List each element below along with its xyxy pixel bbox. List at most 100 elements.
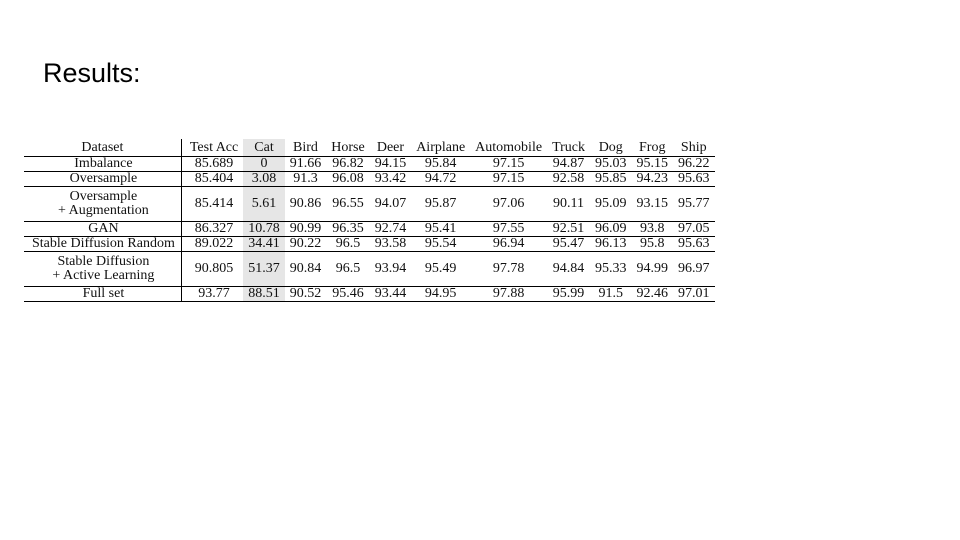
table-cell: 96.09 — [595, 221, 627, 236]
dataset-cell: Oversample — [24, 172, 181, 187]
table-cell: 96.55 — [332, 196, 364, 211]
table-cell: 97.06 — [492, 196, 525, 211]
table-cell: 95.03 — [595, 156, 627, 171]
dataset-label: Oversample — [69, 171, 138, 186]
table-cell: 95.63 — [678, 171, 710, 186]
table-cell: 97.15 — [492, 171, 525, 186]
table-body: Imbalance 85.689 0 91.66 96.82 94.15 95.84 97.1… — [24, 156, 715, 302]
table-cell: 95.41 — [424, 221, 457, 236]
dataset-cell: GAN — [24, 222, 181, 237]
table-cell: 96.35 — [332, 221, 364, 236]
table-cell: 92.51 — [552, 221, 585, 236]
dataset-label: Stable Diffusion Random — [32, 236, 175, 251]
table-cell: 96.08 — [332, 171, 364, 186]
table-cell: 90.86 — [289, 196, 322, 211]
table-cell: 95.77 — [678, 196, 710, 211]
table-cell: 85.414 — [180, 186, 244, 222]
column-header: Deer — [376, 140, 405, 155]
table-cell: 92.58 — [552, 171, 585, 186]
table-cell: 94.84 — [552, 261, 585, 276]
table-cell: 92.46 — [636, 286, 669, 301]
table-cell: 95.87 — [424, 196, 457, 211]
table-cell: 94.99 — [636, 261, 669, 276]
table-cell: 97.55 — [492, 221, 525, 236]
table-cell: 86.327 — [180, 221, 244, 237]
table-cell: 90.11 — [553, 196, 585, 211]
table-cell: 93.44 — [374, 286, 407, 301]
table-header-row: Dataset Test Acc Cat Bird Horse Deer Airplane A… — [24, 139, 715, 157]
table-cell: 10.78 — [243, 221, 285, 237]
table-cell: 95.85 — [595, 171, 627, 186]
table-row: Full set 93.77 88.51 90.52 95.46 93.44 94.95 97… — [24, 286, 715, 302]
table-cell: 95.33 — [595, 261, 627, 276]
table-cell: 96.97 — [678, 261, 710, 276]
table-cell: 91.3 — [293, 171, 318, 186]
table-cell: 97.88 — [492, 286, 525, 301]
dataset-cell: Full set — [24, 287, 181, 302]
dataset-cell: Imbalance — [24, 157, 181, 172]
table-cell: 93.15 — [636, 196, 669, 211]
column-header: Dog — [598, 140, 623, 155]
table-cell: 89.022 — [180, 236, 244, 252]
table-cell: 96.5 — [335, 236, 361, 251]
table-cell: 96.13 — [595, 236, 627, 251]
dataset-cell: Stable Diffusion Random — [24, 237, 181, 252]
column-header: Ship — [680, 140, 707, 155]
table-cell: 94.07 — [374, 196, 407, 211]
table-cell: 93.94 — [374, 261, 407, 276]
table-cell: 91.66 — [289, 156, 322, 171]
table-cell: 5.61 — [243, 186, 285, 222]
column-header: Truck — [552, 140, 585, 155]
column-header: Bird — [293, 140, 318, 155]
table-cell: 96.5 — [335, 261, 361, 276]
table-cell: 97.78 — [492, 261, 525, 276]
table-cell: 94.95 — [424, 286, 457, 301]
column-header: Test Acc — [180, 139, 244, 157]
table-cell: 95.49 — [424, 261, 457, 276]
table-cell: 95.54 — [424, 236, 457, 251]
dataset-label: GAN — [88, 221, 119, 236]
table-cell: 95.63 — [678, 236, 710, 251]
table-cell: 97.05 — [678, 221, 710, 236]
table-cell: 94.15 — [374, 156, 407, 171]
column-header: Frog — [639, 140, 666, 155]
table-row: Stable Diffusion + Active Learning 90.805 5… — [24, 251, 715, 287]
table-row: Oversample + Augmentation 85.414 5.61 90.86 9… — [24, 186, 715, 222]
dataset-label: + Active Learning — [52, 268, 155, 283]
table-cell: 93.42 — [374, 171, 407, 186]
table-cell: 96.82 — [332, 156, 364, 171]
table-cell: 95.46 — [332, 286, 364, 301]
table-cell: 95.99 — [552, 286, 585, 301]
table-cell: 97.01 — [678, 286, 710, 301]
table-cell: 95.8 — [640, 236, 665, 251]
table-cell: 93.58 — [374, 236, 407, 251]
column-header: Airplane — [416, 140, 466, 155]
dataset-label: + Augmentation — [58, 203, 149, 218]
table-cell: 88.51 — [243, 286, 285, 302]
table-cell: 34.41 — [243, 236, 285, 252]
table-cell: 97.15 — [492, 156, 525, 171]
table-cell: 90.52 — [289, 286, 322, 301]
table-cell: 94.87 — [552, 156, 585, 171]
table-cell: 95.15 — [636, 156, 669, 171]
table-row: GAN 86.327 10.78 90.99 96.35 92.74 95.41 97.55 9… — [24, 221, 715, 237]
column-header: Cat — [243, 139, 285, 157]
table-cell: 96.22 — [678, 156, 710, 171]
table-row: Imbalance 85.689 0 91.66 96.82 94.15 95.84 97.1… — [24, 156, 715, 172]
column-header: Automobile — [475, 140, 543, 155]
dataset-label: Oversample — [69, 189, 138, 204]
table-cell: 90.84 — [289, 261, 322, 276]
dataset-cell: Oversample + Augmentation — [24, 187, 181, 222]
table-cell: 90.99 — [289, 221, 322, 236]
results-table: Dataset Test Acc Cat Bird Horse Deer Airplane A… — [24, 139, 715, 302]
slide-title: Results: — [43, 58, 141, 88]
column-header: Dataset — [81, 140, 124, 155]
dataset-label: Imbalance — [74, 156, 133, 171]
table-cell: 93.77 — [180, 286, 244, 302]
table-cell: 96.94 — [492, 236, 525, 251]
table-cell: 94.23 — [636, 171, 669, 186]
table-cell: 90.805 — [180, 251, 244, 287]
table-cell: 92.74 — [374, 221, 407, 236]
dataset-cell: Stable Diffusion + Active Learning — [24, 252, 181, 287]
table-cell: 95.84 — [424, 156, 457, 171]
